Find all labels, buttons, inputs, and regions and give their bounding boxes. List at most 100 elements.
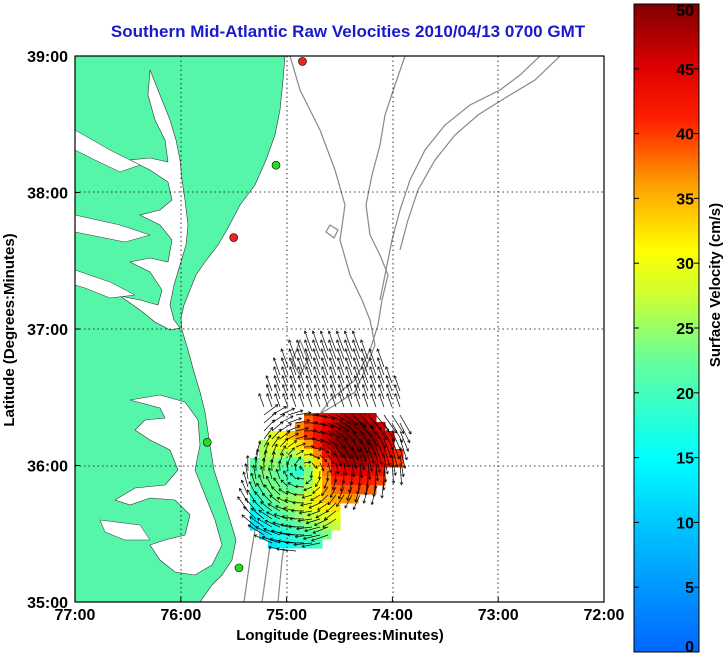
velocity-arrow-head [385, 430, 389, 432]
velocity-arrow-head [306, 384, 310, 387]
velocity-cell [304, 503, 314, 513]
velocity-arrow [338, 384, 345, 400]
velocity-arrow [344, 330, 353, 352]
velocity-arrow-head [250, 472, 254, 476]
velocity-arrow-head [354, 393, 358, 396]
velocity-arrow [273, 366, 281, 384]
velocity-cell [268, 476, 278, 486]
velocity-arrow-head [281, 366, 285, 369]
velocity-arrow-head [361, 357, 365, 360]
velocity-arrow-head [307, 420, 310, 423]
velocity-arrow-head [378, 375, 381, 378]
velocity-cell [286, 485, 296, 495]
velocity-arrow [279, 445, 286, 456]
velocity-vectors [237, 330, 412, 552]
velocity-arrow-head [385, 366, 389, 369]
velocity-arrow [305, 518, 321, 524]
velocity-arrow-head [349, 448, 354, 451]
velocity-arrow-head [344, 339, 348, 343]
velocity-cell [331, 512, 341, 522]
velocity-arrow-head [314, 522, 317, 526]
velocity-arrow-head [281, 357, 285, 360]
velocity-arrow [371, 486, 377, 505]
velocity-arrow-head [369, 357, 373, 360]
velocity-arrow-head [329, 348, 332, 352]
velocity-arrow [375, 438, 384, 457]
velocity-arrow-head [314, 375, 317, 378]
x-tick-label: 73:00 [478, 607, 519, 624]
velocity-arrow [345, 348, 353, 368]
colorbar-tick-label: 45 [676, 62, 694, 79]
velocity-arrow [394, 384, 401, 400]
velocity-arrow-head [266, 511, 269, 515]
velocity-arrow [287, 462, 289, 472]
velocity-arrow-head [279, 531, 283, 534]
velocity-cell [331, 494, 341, 504]
velocity-arrow-head [293, 542, 297, 546]
velocity-arrow-head [301, 495, 305, 499]
velocity-arrow-head [402, 465, 406, 469]
bay-inlet [75, 214, 151, 243]
velocity-cell [286, 449, 296, 459]
velocity-arrow [255, 448, 259, 464]
velocity-arrow [370, 393, 377, 408]
velocity-arrow-head [375, 478, 379, 482]
velocity-arrow-head [321, 366, 325, 369]
velocity-arrow [289, 366, 297, 384]
velocity-arrow [311, 534, 329, 542]
velocity-arrow [258, 393, 265, 408]
velocity-arrow-head [296, 339, 300, 343]
velocity-arrow [310, 494, 321, 501]
velocity-arrow [381, 478, 385, 499]
velocity-cell [268, 467, 278, 477]
velocity-arrow [264, 520, 281, 528]
velocity-arrow [343, 462, 347, 476]
velocity-arrow-head [295, 536, 299, 539]
velocity-cell [322, 503, 332, 513]
velocity-arrow-head [370, 375, 373, 378]
velocity-arrow-head [322, 524, 325, 528]
y-tick-label: 35:00 [27, 595, 68, 612]
sound-inlet [99, 519, 151, 541]
velocity-arrow-head [279, 460, 282, 464]
velocity-arrow [383, 414, 397, 434]
velocity-cell [277, 467, 287, 477]
velocity-arrow [279, 430, 291, 440]
velocity-arrow-head [303, 536, 306, 540]
velocity-arrow-head [284, 406, 287, 410]
velocity-arrow [320, 330, 329, 352]
velocity-arrow [329, 348, 337, 368]
velocity-arrow-head [274, 375, 277, 378]
velocity-arrow [328, 330, 337, 352]
velocity-arrow [305, 478, 313, 485]
velocity-cell [259, 476, 269, 486]
velocity-arrow [367, 454, 373, 472]
velocity-arrow [257, 518, 273, 528]
velocity-arrow [330, 393, 337, 408]
velocity-arrow [346, 375, 353, 392]
velocity-arrow-head [247, 524, 250, 528]
velocity-arrow-head [309, 452, 313, 455]
velocity-arrow-head [394, 384, 398, 387]
velocity-arrow-head [332, 487, 336, 491]
velocity-arrow-head [252, 464, 254, 468]
velocity-arrow [346, 486, 353, 501]
velocity-arrow-head [263, 528, 266, 532]
velocity-arrow [319, 494, 329, 504]
velocity-arrow-head [268, 434, 271, 437]
velocity-arrow-head [260, 501, 262, 505]
velocity-arrow-head [271, 486, 273, 490]
y-tick-label: 36:00 [27, 459, 68, 476]
velocity-cell [322, 530, 332, 540]
velocity-arrow-head [353, 507, 356, 510]
velocity-arrow-head [379, 469, 381, 473]
velocity-arrow-head [312, 490, 315, 494]
velocity-arrow [295, 456, 302, 464]
velocity-arrow-head [296, 476, 300, 479]
velocity-arrow-head [278, 488, 281, 492]
velocity-arrow-head [252, 499, 255, 503]
velocity-cell [250, 512, 260, 522]
velocity-arrow-head [243, 506, 245, 510]
velocity-arrow [391, 422, 403, 443]
